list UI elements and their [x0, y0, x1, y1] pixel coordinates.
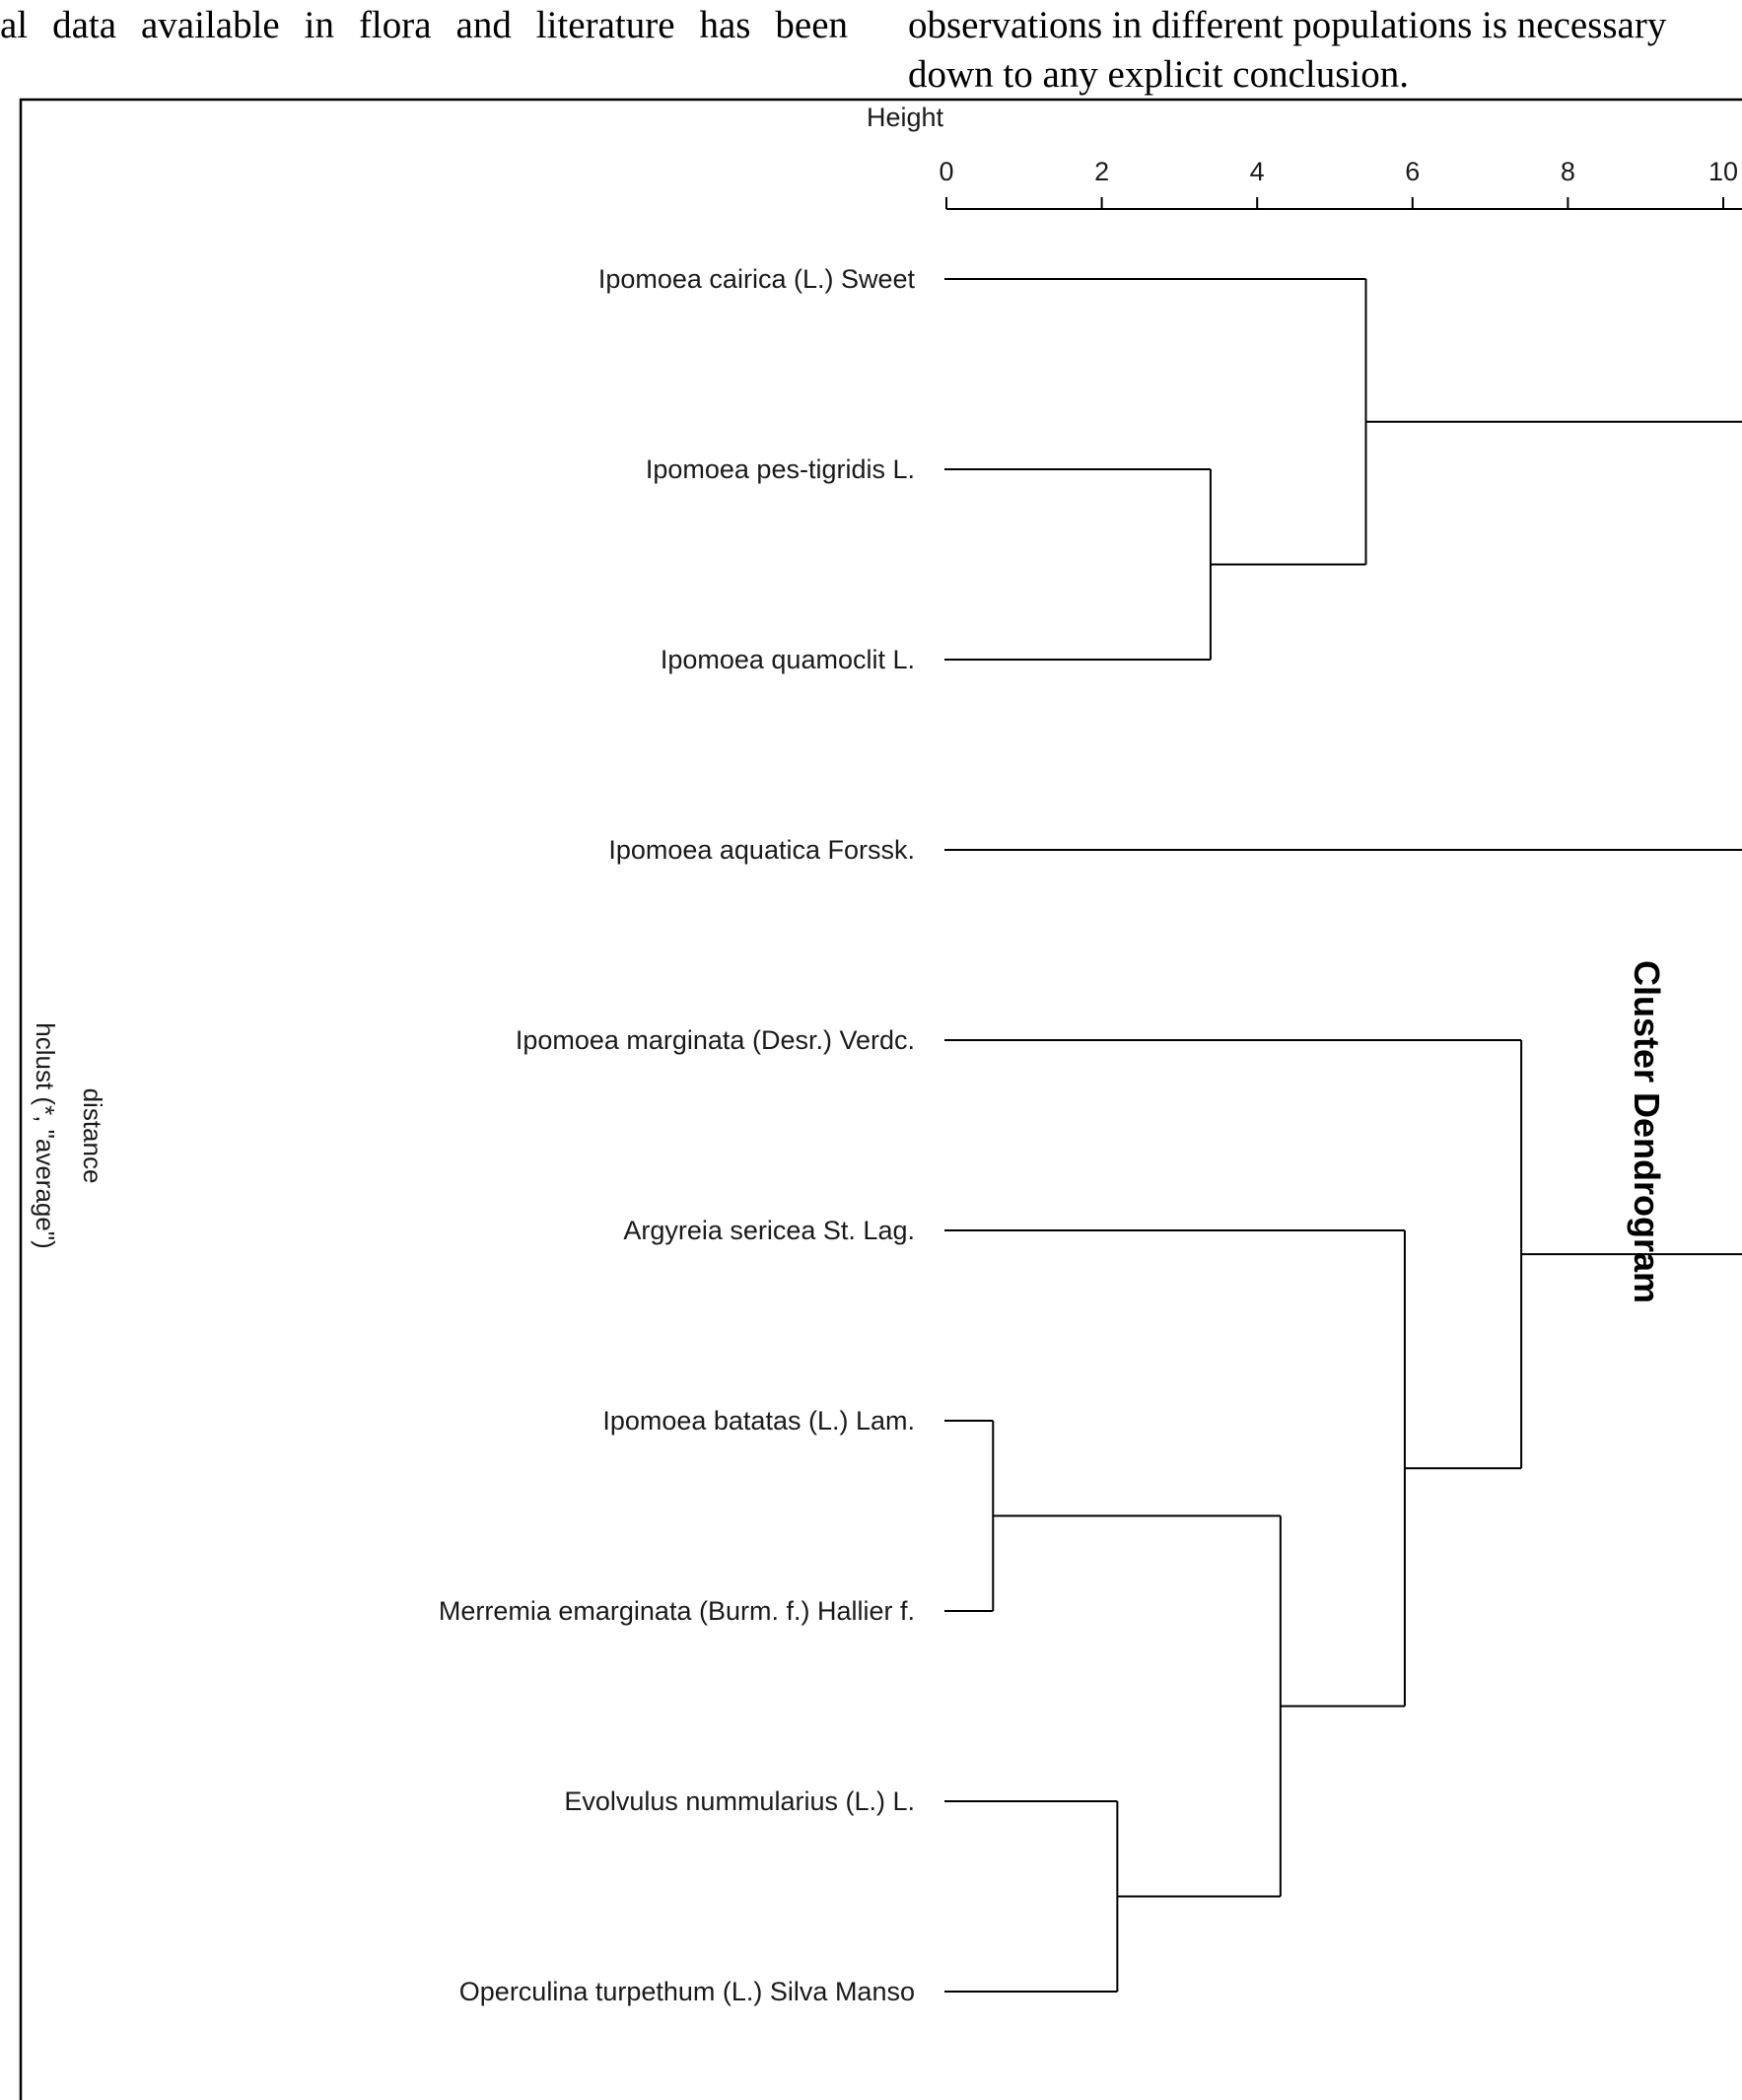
- body-text-right-1: observations in different populations is…: [908, 4, 1667, 46]
- axis-tick-label: 10: [1708, 157, 1738, 186]
- leaf-label: Evolvulus nummularius (L.) L.: [564, 1786, 915, 1816]
- leaf-labels: Ipomoea cairica (L.) Sweet Ipomoea pes-ti…: [439, 264, 916, 2006]
- leaf-label: Ipomoea aquatica Forssk.: [608, 835, 915, 865]
- leaf-label: Ipomoea marginata (Desr.) Verdc.: [516, 1025, 915, 1055]
- axis-tick-label: 8: [1561, 157, 1575, 186]
- chart-title: Cluster Dendrogram: [1627, 960, 1667, 1303]
- axis-tick-label: 2: [1094, 157, 1109, 186]
- height-axis: 02468101214: [939, 157, 1742, 210]
- leaf-label: Argyreia sericea St. Lag.: [623, 1216, 915, 1245]
- axis-tick-label: 0: [939, 157, 953, 186]
- leaf-label: Ipomoea quamoclit L.: [661, 645, 915, 674]
- leaf-label: Ipomoea cairica (L.) Sweet: [598, 264, 916, 294]
- figure-frame: [19, 98, 1742, 2100]
- dendrogram-branches: [944, 278, 1742, 1993]
- axis-title: Height: [867, 103, 944, 132]
- leaf-label: Ipomoea batatas (L.) Lam.: [602, 1406, 915, 1435]
- leaf-label: Merremia emarginata (Burm. f.) Hallier f…: [439, 1596, 915, 1626]
- method-label: hclust (*, "average"): [31, 1022, 60, 1248]
- leaf-label: Operculina turpethum (L.) Silva Manso: [459, 1977, 915, 2006]
- distance-label: distance: [78, 1088, 107, 1184]
- body-text-left: al data available in flora and literatur…: [0, 4, 848, 46]
- body-text-right-2: down to any explicit conclusion.: [908, 53, 1409, 96]
- axis-tick-label: 6: [1405, 157, 1420, 186]
- axis-tick-label: 4: [1250, 157, 1265, 186]
- leaf-label: Ipomoea pes-tigridis L.: [646, 455, 915, 484]
